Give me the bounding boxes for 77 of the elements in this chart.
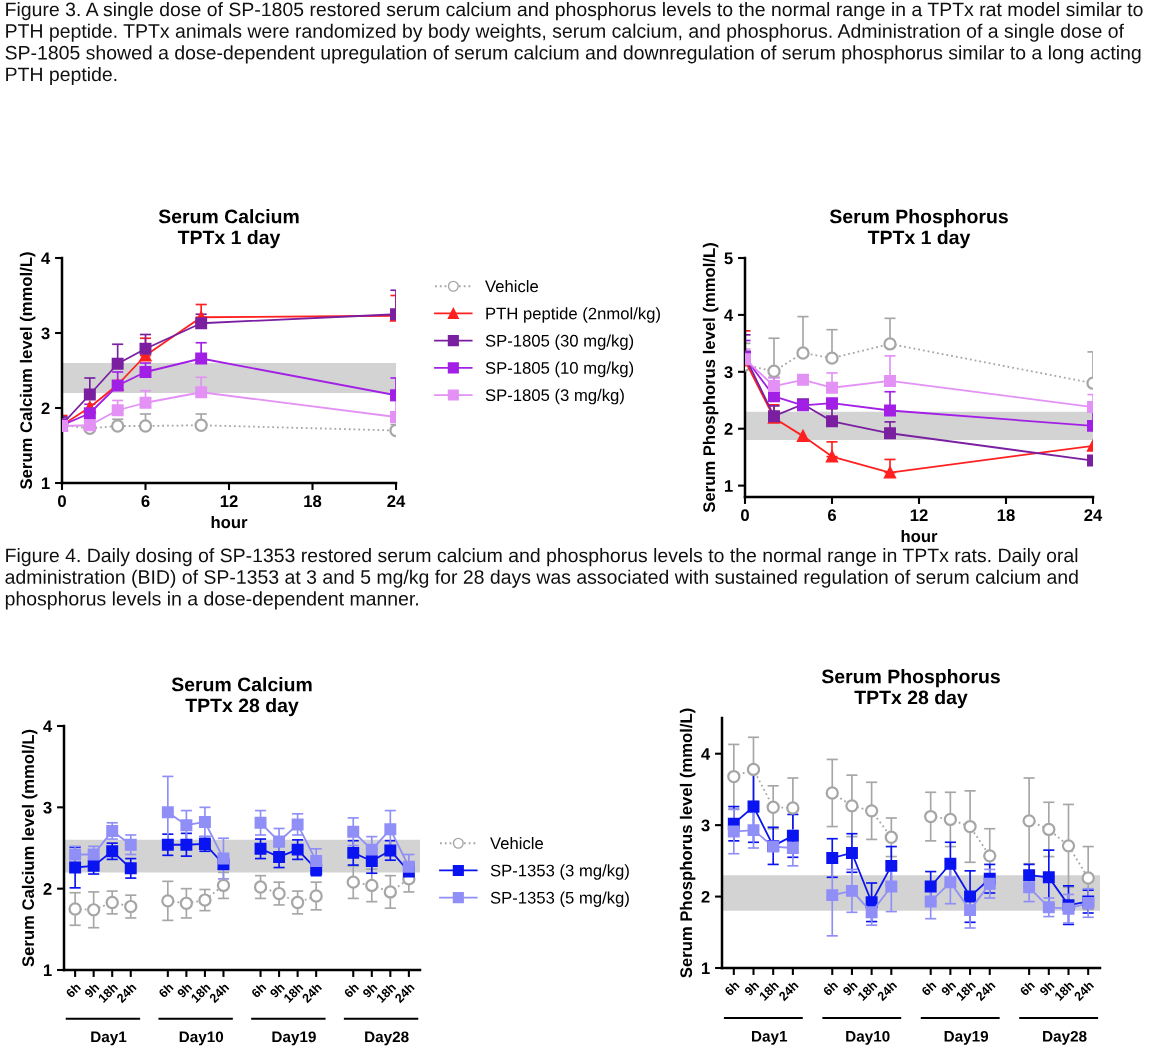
chart-title: Serum Calcium TPTx 1 day xyxy=(158,209,299,249)
x-tick-label: 9h xyxy=(743,980,760,997)
x-tick-label: 9h xyxy=(940,980,957,997)
legend-label: PTH peptide (2nmol/kg) xyxy=(486,307,660,323)
y-axis-title: Serum Phosphorus level (mmol/L) xyxy=(679,708,696,978)
x-tick-label: 18 xyxy=(997,509,1015,522)
y-tick-label: 3 xyxy=(43,801,52,814)
x-tick-label: 0 xyxy=(741,509,749,522)
x-tick-label: 6h xyxy=(343,982,360,999)
legend-label: Vehicle xyxy=(485,280,539,293)
x-tick-label: 6h xyxy=(920,980,937,997)
text: Day28 xyxy=(1043,1030,1087,1045)
y-tick-label: 1 xyxy=(43,964,52,977)
legend-label: SP-1353 (5 mg/kg) xyxy=(490,891,629,907)
y-axis-title: Serum Phosphorus level (mmol/L) xyxy=(702,243,719,513)
y-tick-label: 1 xyxy=(701,962,710,975)
legend-label: SP-1805 (3 mg/kg) xyxy=(485,388,624,405)
y-tick-label: 5 xyxy=(724,252,733,265)
x-tick-label: 9h xyxy=(176,982,193,999)
x-tick-label: 6h xyxy=(250,982,267,999)
text: Day1 xyxy=(91,1031,127,1046)
x-tick-label: 9h xyxy=(841,980,858,997)
y-tick-label: 3 xyxy=(701,819,710,832)
chart-title: Serum Phosphorus TPTx 28 day xyxy=(821,669,1000,709)
y-tick-label: 4 xyxy=(701,748,711,760)
y-tick-label: 4 xyxy=(724,309,734,321)
x-tick-label: 24 xyxy=(1084,509,1103,521)
x-tick-label: 0 xyxy=(58,495,66,508)
text: Day19 xyxy=(272,1031,316,1046)
y-tick-label: 2 xyxy=(701,890,710,903)
y-tick-label: 4 xyxy=(41,252,51,265)
caption: Figure 4. Daily dosing of SP-1353 restored serum calcium and phosphorus levels to the normal range in TPTx rats. Daily oral administration (BID) of SP-1353 at 3 and 5 mg/kg for 28 days was associated with sustained regulation of serum calcium and phosphorus levels in a dose-dependent manner. xyxy=(5,548,1078,610)
x-tick-label: 6h xyxy=(723,980,740,997)
text: Day19 xyxy=(944,1030,989,1045)
x-tick-label: 9h xyxy=(361,982,378,999)
y-tick-label: 3 xyxy=(724,366,733,379)
y-tick-label: 1 xyxy=(41,477,50,490)
text: Day10 xyxy=(179,1031,224,1046)
x-tick-label: 24h xyxy=(876,980,898,1002)
x-tick-label: 9h xyxy=(83,982,100,999)
x-tick-label: 6h xyxy=(157,982,174,999)
x-tick-label: 9h xyxy=(269,982,286,999)
x-axis-title: hour xyxy=(901,529,938,543)
y-tick-label: 3 xyxy=(41,327,50,340)
x-tick-label: 6h xyxy=(1019,980,1036,997)
y-tick-label: 2 xyxy=(41,402,50,415)
x-tick-label: 18h xyxy=(758,980,780,1001)
legend-label: SP-1805 (10 mg/kg) xyxy=(485,361,634,378)
x-tick-label: 6h xyxy=(822,980,839,997)
y-tick-label: 1 xyxy=(724,480,733,492)
x-tick-label: 18 xyxy=(304,495,322,508)
x-tick-label: 12 xyxy=(220,495,238,507)
chart-title: Serum Phosphorus TPTx 1 day xyxy=(829,209,1008,249)
y-axis-title: Serum Calcium level (mmol/L) xyxy=(21,729,38,967)
legend-label: SP-1805 (30 mg/kg) xyxy=(485,334,634,350)
y-tick-label: 4 xyxy=(43,720,53,733)
legend-label: SP-1353 (3 mg/kg) xyxy=(490,864,629,880)
x-tick-label: 6h xyxy=(65,982,82,999)
x-tick-label: 24h xyxy=(301,982,323,1004)
x-axis-title: hour xyxy=(211,515,248,529)
x-tick-label: 24h xyxy=(1073,980,1095,1002)
y-tick-label: 2 xyxy=(43,883,52,895)
chart-title: Serum Calcium TPTx 28 day xyxy=(171,677,312,717)
text: Day28 xyxy=(365,1031,409,1046)
caption: Figure 3. A single dose of SP-1805 restored serum calcium and phosphorus levels to the normal range in a TPTx rat model similar to PTH peptide. TPTx animals were randomized by body weights, serum calcium, and phosphorus. Administration of a single dose of SP-1805 showed a dose-dependent upregulation of serum calcium and downregulation of serum phosphorus similar to a long acting PTH peptide. xyxy=(5,2,1143,86)
legend-label: Vehicle xyxy=(490,837,544,850)
y-tick-label: 2 xyxy=(724,423,733,435)
x-tick-label: 6 xyxy=(827,509,837,522)
text: Day10 xyxy=(846,1030,890,1045)
x-tick-label: 24 xyxy=(387,495,406,507)
x-tick-label: 6 xyxy=(141,495,150,508)
text: Day1 xyxy=(752,1031,788,1045)
x-tick-label: 18h xyxy=(955,980,977,1001)
x-tick-label: 9h xyxy=(1038,980,1055,997)
x-tick-label: 12 xyxy=(910,509,928,521)
y-axis-title: Serum Calcium level (mmol/L) xyxy=(19,252,36,490)
x-tick-label: 18h xyxy=(190,982,211,1003)
